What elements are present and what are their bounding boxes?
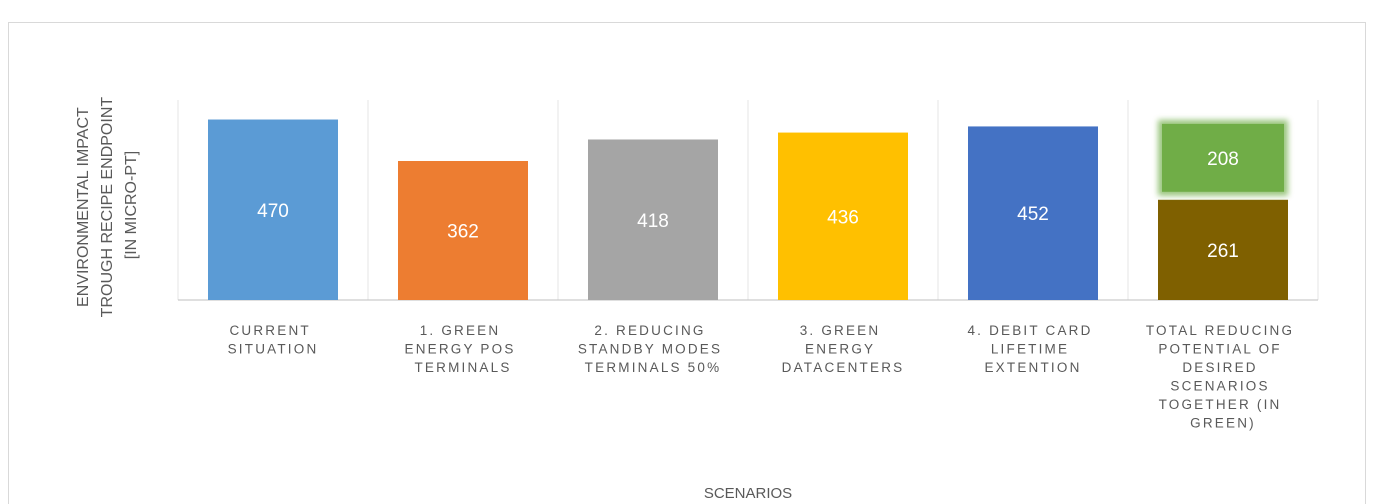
x-axis-title: SCENARIOS (704, 485, 792, 502)
bar (588, 139, 718, 300)
chart-frame (8, 22, 1366, 504)
bar (208, 119, 338, 301)
data-label: 261 (1207, 241, 1239, 262)
bar (968, 126, 1098, 300)
bar (1158, 199, 1288, 300)
x-tick-label: 3. GREEN ENERGY DATACENTERS (782, 323, 905, 375)
stacked-bar (1162, 123, 1284, 192)
x-tick-label: 1. GREEN ENERGY POS TERMINALS (405, 323, 522, 375)
data-label: 452 (1017, 204, 1049, 225)
data-label: 208 (1207, 149, 1239, 170)
x-tick-label: 4. DEBIT CARD LIFETIME EXTENTION (967, 323, 1098, 375)
data-label: 418 (637, 211, 669, 232)
x-tick-label: CURRENT SITUATION (228, 323, 319, 357)
data-label: 470 (257, 201, 289, 222)
x-tick-label: 2. REDUCING STANDBY MODES TERMINALS 50% (578, 323, 728, 375)
x-tick-label: TOTAL REDUCING POTENTIAL OF DESIRED SCEN… (1146, 323, 1300, 431)
data-label: 362 (447, 222, 479, 243)
y-axis-title: ENVIRONMENTAL IMPACT TROUGH RECIPE ENDPO… (75, 93, 140, 318)
data-label: 436 (827, 207, 859, 228)
bar (778, 132, 908, 300)
bar (398, 160, 528, 300)
